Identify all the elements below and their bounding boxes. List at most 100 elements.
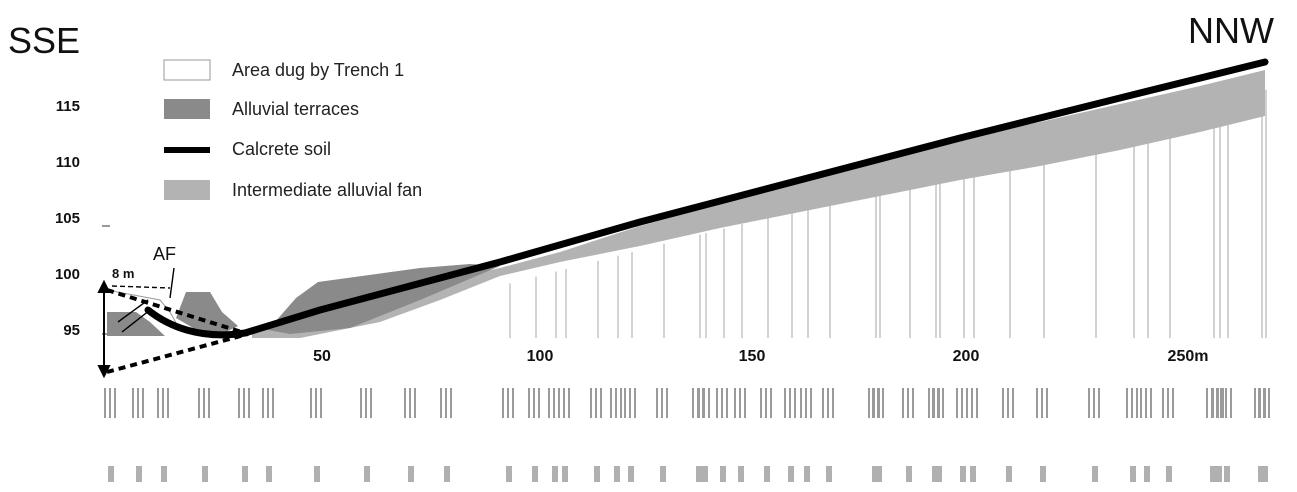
station-label-mark <box>937 388 939 418</box>
profile-lines <box>509 89 1267 338</box>
station-label-mark <box>656 388 658 418</box>
station-id-mark <box>906 466 912 482</box>
station-label-mark <box>267 388 269 418</box>
station-label-mark <box>1041 388 1043 418</box>
station-label-mark <box>1007 388 1009 418</box>
station-label-mark <box>315 388 317 418</box>
station-label-mark <box>114 388 116 418</box>
station-id-mark <box>202 466 208 482</box>
station-label-mark <box>590 388 592 418</box>
station-id-mark <box>1040 466 1046 482</box>
station-id-mark <box>872 466 878 482</box>
station-id-mark <box>970 466 976 482</box>
station-label-mark <box>708 388 710 418</box>
station-id-mark <box>532 466 538 482</box>
x-tick-150: 150 <box>738 348 766 365</box>
station-label-mark <box>109 388 111 418</box>
station-label-mark <box>827 388 829 418</box>
station-label-mark <box>961 388 963 418</box>
vertical-scale-arrow <box>97 279 111 379</box>
station-label-mark <box>1206 388 1208 418</box>
station-label-mark <box>162 388 164 418</box>
station-label-mark <box>320 388 322 418</box>
station-label-mark <box>1222 388 1224 418</box>
station-id-mark <box>702 466 708 482</box>
station-label-mark <box>971 388 973 418</box>
station-label-mark <box>868 388 870 418</box>
station-label-mark <box>744 388 746 418</box>
station-label-mark <box>760 388 762 418</box>
station-label-mark <box>157 388 159 418</box>
station-id-mark <box>1216 466 1222 482</box>
station-label-mark <box>907 388 909 418</box>
annotation-af: AF <box>153 244 177 264</box>
station-id-mark <box>804 466 810 482</box>
station-id-mark <box>161 466 167 482</box>
station-label-mark <box>794 388 796 418</box>
station-label-mark <box>414 388 416 418</box>
station-label-mark <box>716 388 718 418</box>
y-tick-110: 110 <box>55 154 80 171</box>
alluvial-fan-layer <box>252 70 1265 338</box>
y-tick-105: 105 <box>54 210 80 227</box>
station-label-mark <box>1012 388 1014 418</box>
station-id-mark <box>628 466 634 482</box>
station-label-mark <box>784 388 786 418</box>
station-label-mark <box>1217 388 1219 418</box>
station-label-mark <box>553 388 555 418</box>
station-label-mark <box>966 388 968 418</box>
station-id-mark <box>932 466 938 482</box>
station-id-mark <box>314 466 320 482</box>
station-id-mark <box>136 466 142 482</box>
station-label-mark <box>956 388 958 418</box>
station-label-mark <box>167 388 169 418</box>
station-label-mark <box>512 388 514 418</box>
station-id-mark <box>1262 466 1268 482</box>
station-label-mark <box>912 388 914 418</box>
station-label-mark <box>1131 388 1133 418</box>
station-label-mark <box>248 388 250 418</box>
station-label-mark <box>507 388 509 418</box>
legend-label-trench: Area dug by Trench 1 <box>232 60 405 80</box>
station-label-mark <box>563 388 565 418</box>
x-tick-50: 50 <box>313 348 331 365</box>
station-label-mark <box>262 388 264 418</box>
station-id-mark <box>1166 466 1172 482</box>
station-label-mark <box>877 388 879 418</box>
station-label-mark <box>404 388 406 418</box>
station-label-mark <box>568 388 570 418</box>
station-label-mark <box>502 388 504 418</box>
station-label-mark <box>634 388 636 418</box>
x-tick-100: 100 <box>526 348 554 365</box>
legend-swatch-trench <box>163 59 211 81</box>
station-label-mark <box>548 388 550 418</box>
station-label-mark <box>1136 388 1138 418</box>
station-id-mark <box>696 466 702 482</box>
station-label-mark <box>600 388 602 418</box>
station-id-mark <box>764 466 770 482</box>
station-label-mark <box>1140 388 1142 418</box>
station-label-mark <box>208 388 210 418</box>
legend-swatch-alluvial-fan <box>164 180 210 200</box>
station-id-mark <box>788 466 794 482</box>
station-label-mark <box>445 388 447 418</box>
station-label-mark <box>928 388 930 418</box>
station-label-mark <box>739 388 741 418</box>
station-label-mark <box>409 388 411 418</box>
station-label-mark <box>365 388 367 418</box>
station-id-mark <box>562 466 568 482</box>
station-id-mark <box>614 466 620 482</box>
station-label-mark <box>595 388 597 418</box>
y-tick-95: 95 <box>63 322 80 339</box>
station-id-mark <box>1092 466 1098 482</box>
station-label-mark <box>932 388 934 418</box>
station-label-mark <box>805 388 807 418</box>
station-id-mark <box>594 466 600 482</box>
station-label-marks <box>104 388 1270 482</box>
station-label-mark <box>721 388 723 418</box>
y-tick-115: 115 <box>55 98 80 115</box>
annotation-8m: 8 m <box>112 266 135 281</box>
x-tick-200: 200 <box>952 348 980 365</box>
station-label-mark <box>770 388 772 418</box>
